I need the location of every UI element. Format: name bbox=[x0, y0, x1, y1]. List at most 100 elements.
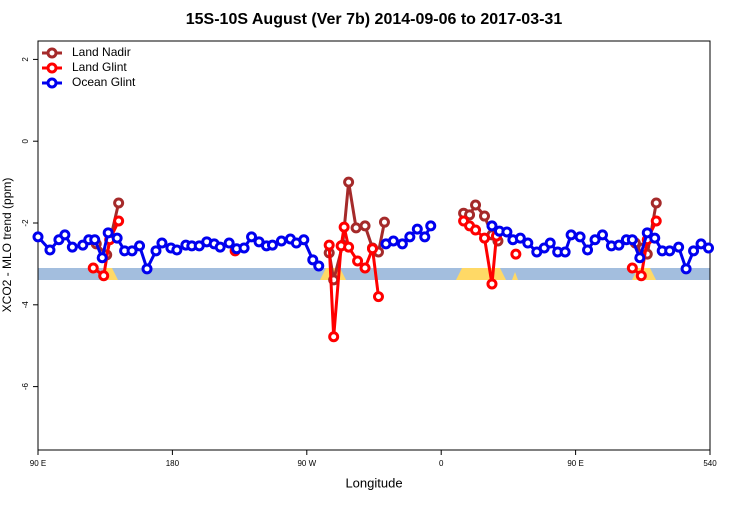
point bbox=[275, 235, 287, 247]
x-tick-label: 180 bbox=[166, 459, 180, 468]
y-tick-label: -6 bbox=[21, 383, 30, 391]
point bbox=[378, 216, 390, 228]
point bbox=[626, 262, 638, 274]
point bbox=[141, 263, 153, 275]
point bbox=[411, 223, 423, 235]
point bbox=[266, 239, 278, 251]
point bbox=[559, 246, 571, 258]
point bbox=[126, 245, 138, 257]
y-tick-label: -2 bbox=[21, 219, 30, 227]
point bbox=[486, 220, 498, 232]
point bbox=[649, 232, 661, 244]
point bbox=[387, 235, 399, 247]
point bbox=[574, 231, 586, 243]
point bbox=[664, 245, 676, 257]
point bbox=[111, 232, 123, 244]
x-axis-label: Longitude bbox=[345, 475, 402, 490]
point bbox=[479, 232, 491, 244]
chart-title: 15S-10S August (Ver 7b) 2014-09-06 to 20… bbox=[186, 11, 563, 28]
point bbox=[470, 199, 482, 211]
x-tick-label: 90 E bbox=[567, 459, 583, 468]
y-tick-label: 0 bbox=[21, 138, 30, 143]
point bbox=[134, 240, 146, 252]
point bbox=[238, 242, 250, 254]
x-tick-label: 540 bbox=[703, 459, 717, 468]
point bbox=[113, 215, 125, 227]
point bbox=[479, 210, 491, 222]
point bbox=[98, 270, 110, 282]
point bbox=[343, 176, 355, 188]
point bbox=[96, 252, 108, 264]
point bbox=[246, 231, 258, 243]
point bbox=[514, 232, 526, 244]
point bbox=[673, 241, 685, 253]
point bbox=[343, 241, 355, 253]
point bbox=[150, 245, 162, 257]
point bbox=[634, 252, 646, 264]
point bbox=[113, 197, 125, 209]
point bbox=[544, 237, 556, 249]
point bbox=[626, 234, 638, 246]
point bbox=[565, 229, 577, 241]
point bbox=[359, 262, 371, 274]
point bbox=[89, 234, 101, 246]
point bbox=[328, 331, 340, 343]
point bbox=[44, 244, 56, 256]
point bbox=[404, 231, 416, 243]
point bbox=[688, 245, 700, 257]
point bbox=[510, 248, 522, 260]
point bbox=[486, 278, 498, 290]
point bbox=[87, 262, 99, 274]
band bbox=[38, 268, 710, 280]
point bbox=[522, 237, 534, 249]
y-tick-label: -4 bbox=[21, 301, 30, 309]
point bbox=[102, 227, 114, 239]
point bbox=[323, 239, 335, 251]
point bbox=[396, 238, 408, 250]
point bbox=[171, 244, 183, 256]
point bbox=[307, 254, 319, 266]
legend-marker bbox=[46, 62, 58, 74]
point bbox=[635, 270, 647, 282]
point bbox=[501, 226, 513, 238]
series bbox=[32, 220, 715, 275]
point bbox=[470, 224, 482, 236]
point bbox=[32, 231, 44, 243]
point bbox=[214, 241, 226, 253]
point bbox=[425, 220, 437, 232]
point bbox=[338, 221, 350, 233]
y-axis-label: XCO2 - MLO trend (ppm) bbox=[0, 178, 14, 313]
point bbox=[352, 255, 364, 267]
x-tick-label: 0 bbox=[439, 459, 444, 468]
point bbox=[359, 220, 371, 232]
point bbox=[156, 237, 168, 249]
point bbox=[367, 243, 379, 255]
band-land bbox=[512, 272, 518, 280]
x-tick-label: 90 E bbox=[30, 459, 46, 468]
point bbox=[464, 209, 476, 221]
point bbox=[650, 197, 662, 209]
point bbox=[582, 244, 594, 256]
y-tick-label: 2 bbox=[21, 57, 30, 62]
point bbox=[650, 215, 662, 227]
point bbox=[419, 231, 431, 243]
point bbox=[613, 239, 625, 251]
point bbox=[350, 222, 362, 234]
point bbox=[59, 229, 71, 241]
point bbox=[596, 229, 608, 241]
legend-marker bbox=[46, 77, 58, 89]
point bbox=[680, 263, 692, 275]
band-land bbox=[456, 268, 506, 280]
point bbox=[66, 241, 78, 253]
point bbox=[372, 291, 384, 303]
point bbox=[589, 234, 601, 246]
x-tick-label: 90 W bbox=[297, 459, 316, 468]
point bbox=[641, 227, 653, 239]
series bbox=[87, 215, 662, 343]
point bbox=[703, 242, 715, 254]
point bbox=[313, 260, 325, 272]
point bbox=[223, 237, 235, 249]
legend-label: Land Glint bbox=[72, 60, 127, 74]
legend-label: Ocean Glint bbox=[72, 75, 136, 89]
